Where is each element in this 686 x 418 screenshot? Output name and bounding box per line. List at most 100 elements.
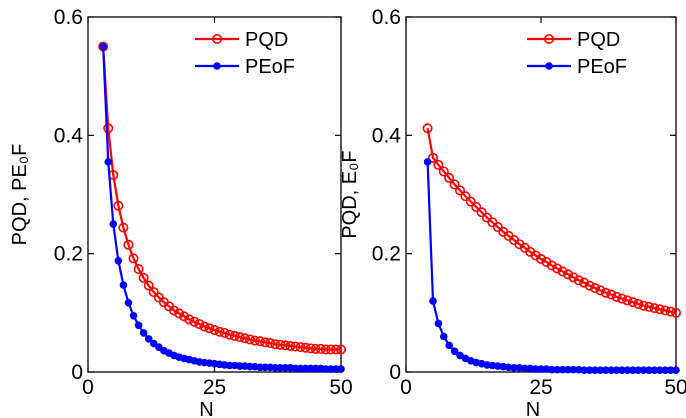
data-point-pqd [179, 311, 190, 322]
data-point-pqd [169, 305, 180, 316]
data-point-peof [104, 158, 113, 166]
data-point-pqd [670, 307, 681, 318]
data-point-pqd [249, 335, 260, 346]
data-point-pqd [471, 201, 482, 212]
panel-1: 0 25 50 0 0.2 0.4 0.6 N PQD, PE₀F PQD PEoF [9, 6, 353, 418]
data-point-pqd [638, 300, 649, 311]
data-point-peof [149, 339, 158, 348]
data-point-pqd [600, 287, 611, 298]
data-point-pqd [325, 344, 336, 355]
data-point-pqd [579, 277, 590, 288]
data-point-pqd [595, 285, 606, 296]
data-point-pqd [438, 166, 449, 177]
data-point-pqd [103, 123, 114, 134]
data-point-peof [114, 256, 123, 265]
data-point-pqd [422, 123, 433, 134]
data-point-pqd [665, 306, 676, 317]
legend-label-peof: PEoF [577, 56, 627, 78]
data-point-pqd [330, 344, 341, 355]
legend-marker-pqd [543, 33, 554, 44]
data-point-pqd [476, 207, 487, 218]
data-point-pqd [310, 343, 321, 354]
plot-frame [87, 16, 342, 373]
y-tick-label: 0.6 [54, 6, 83, 29]
data-point-peof [99, 42, 107, 51]
data-point-pqd [255, 336, 266, 347]
y-tick-label: 0.4 [54, 124, 84, 147]
data-point-pqd [275, 339, 286, 350]
data-point-pqd [654, 304, 665, 315]
data-point-pqd [305, 343, 316, 354]
x-tick-label: 25 [529, 376, 552, 399]
data-point-pqd [224, 329, 235, 340]
data-point-pqd [199, 321, 210, 332]
data-point-peof [109, 220, 118, 228]
data-point-pqd [290, 341, 301, 352]
data-point-pqd [148, 287, 159, 298]
data-point-peof [124, 298, 133, 307]
data-point-peof [144, 335, 153, 343]
y-tick-label: 0.2 [54, 243, 83, 266]
data-point-peof [440, 332, 448, 341]
data-point-pqd [649, 303, 660, 314]
data-point-pqd [622, 295, 633, 306]
data-point-pqd [214, 326, 225, 337]
data-point-pqd [315, 343, 326, 354]
series-line-pqd [102, 46, 341, 351]
data-point-pqd [234, 332, 245, 343]
data-point-pqd [184, 314, 195, 325]
data-point-peof [450, 347, 459, 356]
data-point-pqd [118, 222, 129, 233]
legend-label-pqd: PQD [577, 29, 620, 51]
x-tick-label: 25 [203, 376, 226, 399]
data-point-peof [423, 158, 432, 166]
data-point-pqd [433, 159, 444, 170]
data-point-pqd [562, 269, 573, 280]
data-point-pqd [239, 333, 250, 344]
data-point-peof [155, 343, 163, 351]
data-point-pqd [633, 298, 644, 309]
data-point-pqd [444, 172, 455, 183]
data-point-pqd [244, 334, 255, 345]
data-point-pqd [546, 260, 557, 271]
y-axis-label: PQD, E₀F [339, 150, 361, 238]
data-point-pqd [300, 342, 311, 353]
data-point-pqd [219, 327, 230, 338]
data-point-pqd [573, 275, 584, 286]
data-point-pqd [660, 305, 671, 316]
data-point-pqd [123, 239, 134, 250]
series-line-pqd [426, 128, 677, 314]
y-tick-label: 0.6 [372, 6, 401, 29]
plot-frame [405, 16, 677, 373]
data-point-pqd [584, 280, 595, 291]
x-tick-label: 0 [400, 376, 412, 399]
data-point-pqd [616, 293, 627, 304]
y-tick-label: 0 [71, 361, 83, 384]
y-tick-label: 0.2 [372, 243, 401, 266]
data-point-pqd [295, 342, 306, 353]
x-tick-label: 50 [664, 376, 686, 399]
data-point-pqd [427, 152, 438, 163]
panel-2: 0 25 50 0 0.2 0.4 0.6 N PQD, E₀F PQD PEoF [339, 6, 686, 418]
data-point-peof [445, 341, 454, 350]
legend-label-peof: PEoF [245, 56, 295, 78]
data-point-pqd [627, 297, 638, 308]
data-point-pqd [611, 291, 622, 302]
data-point-pqd [204, 323, 215, 334]
data-point-pqd [454, 185, 465, 196]
legend-marker-peof [545, 62, 553, 70]
data-point-pqd [128, 253, 139, 264]
x-axis-label: N [526, 399, 540, 418]
x-axis-label: N [199, 399, 213, 418]
data-point-pqd [113, 200, 124, 211]
x-tick-label: 0 [82, 376, 94, 399]
data-point-pqd [320, 344, 331, 355]
data-point-pqd [265, 338, 276, 349]
data-point-pqd [143, 280, 154, 291]
data-point-pqd [209, 324, 220, 335]
legend-marker-pqd [212, 33, 223, 44]
data-point-pqd [535, 253, 546, 264]
series-line-peof [102, 46, 341, 371]
data-point-pqd [643, 301, 654, 312]
data-point-peof [672, 366, 680, 375]
